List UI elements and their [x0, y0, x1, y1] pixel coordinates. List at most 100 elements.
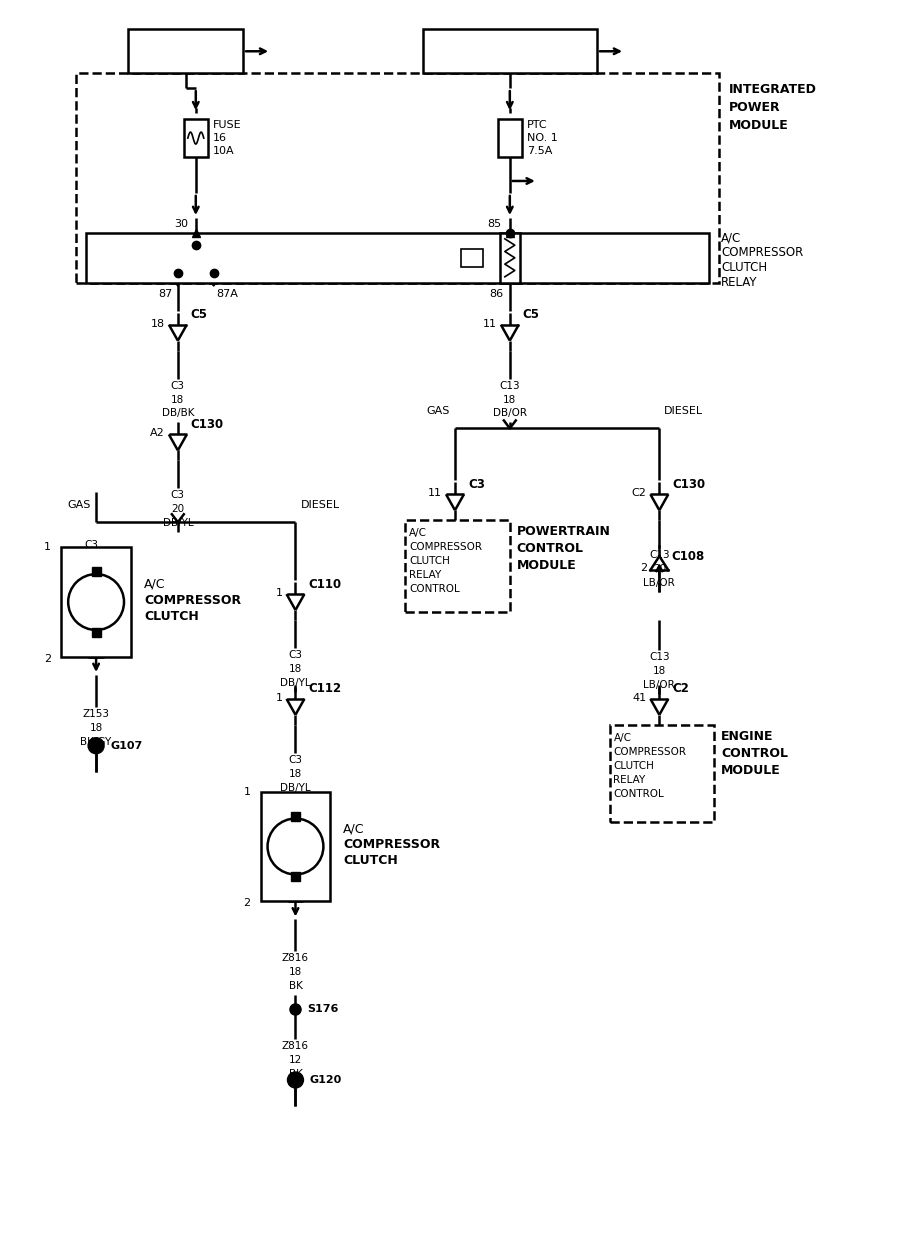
Text: 18: 18	[652, 666, 666, 676]
Text: MODULE: MODULE	[721, 764, 781, 776]
Text: COMPRESSOR: COMPRESSOR	[144, 594, 241, 606]
Bar	[86, 232, 709, 283]
Text: C5: C5	[191, 308, 208, 322]
Text: 1: 1	[44, 543, 51, 553]
Text: CLUTCH: CLUTCH	[410, 556, 450, 566]
Bar	[61, 548, 131, 657]
Text: S176: S176	[308, 1004, 338, 1015]
Bar	[498, 119, 522, 156]
Text: 18: 18	[289, 664, 302, 674]
Bar	[261, 791, 330, 902]
Text: 1: 1	[275, 587, 283, 599]
Text: DB/YL: DB/YL	[163, 518, 194, 528]
Text: CLUTCH: CLUTCH	[614, 760, 654, 771]
Text: RELAY: RELAY	[410, 570, 441, 580]
Text: C130: C130	[191, 419, 224, 431]
Text: C3: C3	[289, 650, 302, 660]
Text: LB/OR: LB/OR	[644, 679, 675, 689]
Text: A/C: A/C	[144, 578, 166, 591]
Text: RUN-START F951: RUN-START F951	[444, 45, 576, 58]
Text: LB/OR: LB/OR	[644, 578, 675, 589]
Text: 20: 20	[171, 504, 184, 514]
Text: 18: 18	[89, 723, 103, 733]
Text: Z816: Z816	[282, 954, 309, 964]
Text: RELAY: RELAY	[614, 775, 645, 785]
Text: 85: 85	[488, 219, 502, 229]
Text: ENGINE: ENGINE	[721, 730, 774, 743]
Text: DB/OR: DB/OR	[493, 409, 526, 419]
Text: A/C: A/C	[410, 528, 427, 538]
Text: CONTROL: CONTROL	[614, 789, 664, 799]
Text: 18: 18	[171, 395, 184, 405]
Text: C13: C13	[649, 550, 670, 560]
Text: BK/GY: BK/GY	[80, 737, 112, 746]
Text: C13: C13	[649, 652, 670, 662]
Text: PTC: PTC	[526, 120, 547, 130]
Text: 18: 18	[289, 769, 302, 779]
Text: COMPRESSOR: COMPRESSOR	[410, 543, 482, 553]
Text: INTEGRATED
POWER
MODULE: INTEGRATED POWER MODULE	[729, 83, 817, 132]
Text: 2: 2	[44, 655, 51, 664]
Text: 87: 87	[158, 288, 173, 299]
Text: CONTROL: CONTROL	[410, 584, 460, 594]
Text: Z816: Z816	[282, 1041, 309, 1051]
Text: Z153: Z153	[83, 709, 110, 719]
Text: G107: G107	[110, 740, 142, 750]
Text: CLUTCH: CLUTCH	[343, 854, 398, 867]
Text: 20: 20	[85, 554, 98, 564]
Text: M: M	[88, 595, 104, 610]
Text: CLUTCH: CLUTCH	[144, 610, 199, 622]
Text: 41: 41	[633, 693, 646, 703]
Text: CONTROL: CONTROL	[721, 746, 788, 760]
Text: 11: 11	[483, 319, 497, 329]
Text: 2: 2	[640, 563, 647, 573]
Text: C3: C3	[84, 540, 98, 550]
Text: BK: BK	[289, 1069, 302, 1079]
Text: 1: 1	[244, 786, 250, 796]
Text: GAS: GAS	[68, 501, 91, 510]
Text: 7.5A: 7.5A	[526, 147, 552, 156]
Text: C2: C2	[632, 488, 646, 498]
Text: 1: 1	[275, 693, 283, 703]
Text: C112: C112	[309, 682, 342, 696]
Bar	[423, 30, 597, 73]
Text: A/C: A/C	[721, 231, 742, 245]
Text: G120: G120	[310, 1076, 342, 1086]
Text: DIESEL: DIESEL	[664, 406, 704, 416]
Text: A/C: A/C	[343, 822, 364, 835]
Text: RELAY: RELAY	[721, 276, 758, 289]
Text: C110: C110	[309, 578, 342, 591]
Text: 87A: 87A	[217, 288, 239, 299]
Text: 18: 18	[503, 395, 517, 405]
Text: BATT A0: BATT A0	[153, 45, 219, 58]
Text: C3: C3	[171, 491, 184, 501]
Text: COMPRESSOR: COMPRESSOR	[343, 838, 440, 851]
Text: NO. 1: NO. 1	[526, 133, 557, 143]
Text: 11: 11	[428, 488, 442, 498]
Text: 18: 18	[151, 319, 165, 329]
Text: C3: C3	[468, 478, 485, 491]
Text: DB/YL: DB/YL	[76, 568, 106, 578]
Text: A/C: A/C	[614, 733, 632, 743]
Bar	[461, 248, 483, 267]
Bar	[129, 30, 243, 73]
Text: 18: 18	[289, 968, 302, 977]
Bar	[92, 568, 101, 576]
Text: BK: BK	[289, 981, 302, 991]
Text: 16: 16	[212, 133, 227, 143]
Text: C3: C3	[171, 380, 184, 390]
Text: 30: 30	[174, 219, 188, 229]
Text: 12: 12	[289, 1054, 302, 1066]
Text: DIESEL: DIESEL	[301, 501, 339, 510]
Bar	[92, 628, 101, 637]
Text: 20: 20	[652, 564, 666, 574]
Text: 10A: 10A	[212, 147, 234, 156]
Text: GAS: GAS	[427, 406, 450, 416]
Text: FUSE: FUSE	[212, 120, 241, 130]
Text: 2: 2	[244, 898, 250, 908]
Text: C108: C108	[671, 550, 705, 563]
Text: C2: C2	[672, 682, 689, 696]
Text: CONTROL: CONTROL	[517, 543, 584, 555]
Text: C3: C3	[289, 755, 302, 765]
Circle shape	[88, 738, 104, 754]
